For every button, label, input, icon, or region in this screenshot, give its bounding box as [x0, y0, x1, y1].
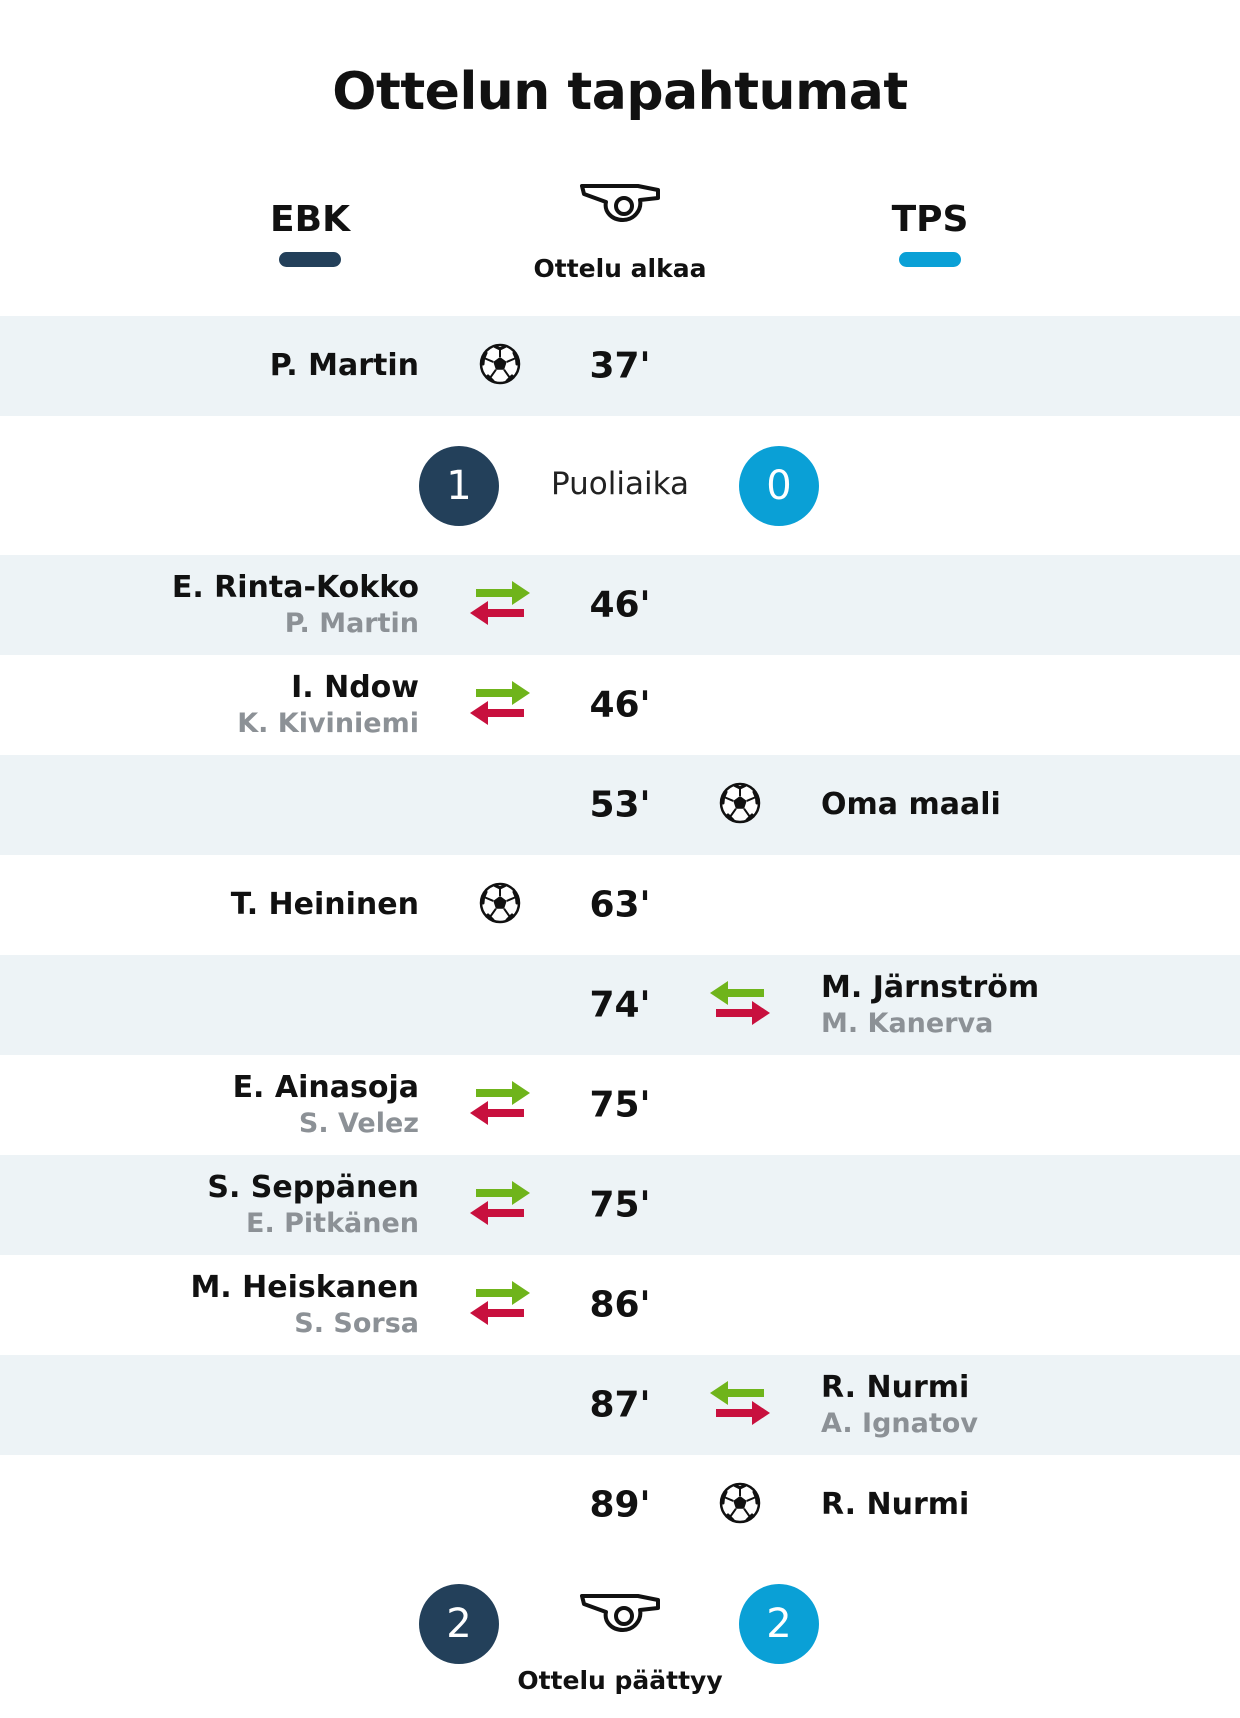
substitution-arrows-icon: [470, 677, 530, 733]
player-out: K. Kiviniemi: [237, 708, 419, 739]
event-players: R. Nurmi: [821, 1486, 969, 1524]
away-team-name: TPS: [891, 199, 969, 240]
substitution-arrows-icon: [710, 977, 770, 1033]
home-team-color-bar: [279, 252, 341, 267]
goal-scorer: Oma maali: [821, 787, 1001, 822]
player-in: M. Järnström: [821, 970, 1040, 1005]
event-row: 75' E. Ainasoja S. Velez: [0, 1055, 1240, 1155]
player-out: P. Martin: [284, 608, 419, 639]
event-minute: 37': [589, 345, 651, 387]
event-row: 74' M. Järnström M. Kanerva: [0, 955, 1240, 1055]
whistle-icon: [580, 184, 660, 222]
halftime-label: Puoliaika: [550, 466, 689, 502]
substitution-arrows-icon: [710, 1377, 770, 1433]
player-in: S. Seppänen: [207, 1170, 419, 1205]
event-players: M. Heiskanen S. Sorsa: [190, 1269, 419, 1341]
match-end-label: Ottelu päättyy: [517, 1666, 723, 1695]
final-home-score: 2: [419, 1584, 499, 1664]
event-players: I. Ndow K. Kiviniemi: [237, 669, 419, 741]
event-players: T. Heininen: [231, 886, 419, 924]
final-away-score: 2: [739, 1584, 819, 1664]
event-players: E. Ainasoja S. Velez: [233, 1069, 419, 1141]
event-players: E. Rinta-Kokko P. Martin: [172, 569, 419, 641]
event-minute: 74': [589, 984, 651, 1026]
event-row: 89' R. Nurmi: [0, 1455, 1240, 1555]
goal-ball-icon: [479, 343, 521, 389]
player-in: R. Nurmi: [821, 1370, 970, 1405]
goal-scorer: T. Heininen: [230, 887, 419, 922]
player-in: M. Heiskanen: [190, 1270, 419, 1305]
event-players: S. Seppänen E. Pitkänen: [207, 1169, 419, 1241]
halftime-away-score: 0: [739, 446, 819, 526]
player-out: E. Pitkänen: [246, 1208, 419, 1239]
event-minute: 63': [589, 884, 651, 926]
event-row: 63' T. Heininen: [0, 855, 1240, 955]
whistle-icon: [580, 1594, 660, 1632]
home-team-header: EBK: [230, 196, 390, 267]
event-minute: 75': [589, 1184, 651, 1226]
event-row: 37' P. Martin: [0, 316, 1240, 416]
substitution-arrows-icon: [470, 577, 530, 633]
home-team-name: EBK: [270, 199, 350, 240]
event-minute: 53': [589, 784, 651, 826]
player-out: S. Sorsa: [294, 1308, 419, 1339]
player-out: S. Velez: [298, 1108, 419, 1139]
away-team-color-bar: [899, 252, 961, 267]
event-row: 75' S. Seppänen E. Pitkänen: [0, 1155, 1240, 1255]
goal-scorer: R. Nurmi: [821, 1487, 970, 1522]
event-row: 46' I. Ndow K. Kiviniemi: [0, 655, 1240, 755]
event-minute: 86': [589, 1284, 651, 1326]
goal-ball-icon: [719, 1482, 761, 1528]
event-row: 46' E. Rinta-Kokko P. Martin: [0, 555, 1240, 655]
goal-scorer: P. Martin: [269, 348, 419, 383]
match-start-label: Ottelu alkaa: [533, 254, 707, 283]
away-team-header: TPS: [850, 196, 1010, 267]
player-in: E. Ainasoja: [232, 1070, 419, 1105]
event-minute: 46': [589, 684, 651, 726]
event-row: 53' Oma maali: [0, 755, 1240, 855]
goal-ball-icon: [479, 882, 521, 928]
player-out: M. Kanerva: [821, 1008, 994, 1039]
player-in: E. Rinta-Kokko: [171, 570, 419, 605]
substitution-arrows-icon: [470, 1177, 530, 1233]
event-players: Oma maali: [821, 786, 1001, 824]
player-in: I. Ndow: [291, 670, 419, 705]
event-players: M. Järnström M. Kanerva: [821, 969, 1039, 1041]
substitution-arrows-icon: [470, 1277, 530, 1333]
player-out: A. Ignatov: [821, 1408, 978, 1439]
event-minute: 87': [589, 1384, 651, 1426]
goal-ball-icon: [719, 782, 761, 828]
event-minute: 89': [589, 1484, 651, 1526]
event-players: R. Nurmi A. Ignatov: [821, 1369, 978, 1441]
substitution-arrows-icon: [470, 1077, 530, 1133]
event-minute: 75': [589, 1084, 651, 1126]
event-row: 86' M. Heiskanen S. Sorsa: [0, 1255, 1240, 1355]
event-minute: 46': [589, 584, 651, 626]
page-title: Ottelun tapahtumat: [332, 62, 908, 122]
event-players: P. Martin: [270, 347, 419, 385]
halftime-row: 1 Puoliaika 0: [0, 444, 1240, 534]
event-row: 87' R. Nurmi A. Ignatov: [0, 1355, 1240, 1455]
halftime-home-score: 1: [419, 446, 499, 526]
